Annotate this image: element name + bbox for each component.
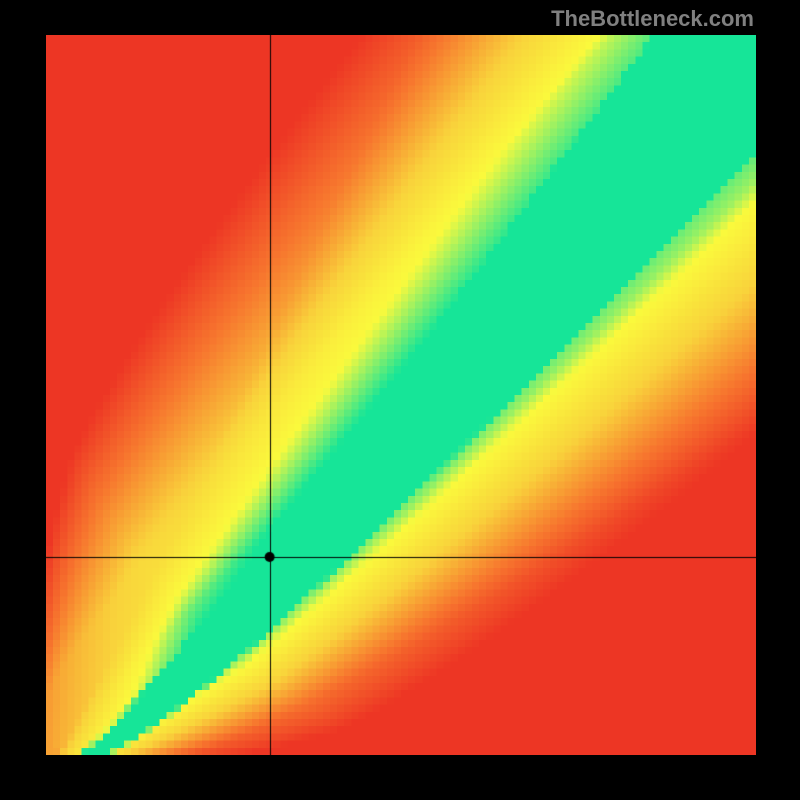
watermark-text: TheBottleneck.com bbox=[551, 6, 754, 32]
crosshair-overlay bbox=[46, 35, 756, 755]
figure-container: TheBottleneck.com bbox=[0, 0, 800, 800]
